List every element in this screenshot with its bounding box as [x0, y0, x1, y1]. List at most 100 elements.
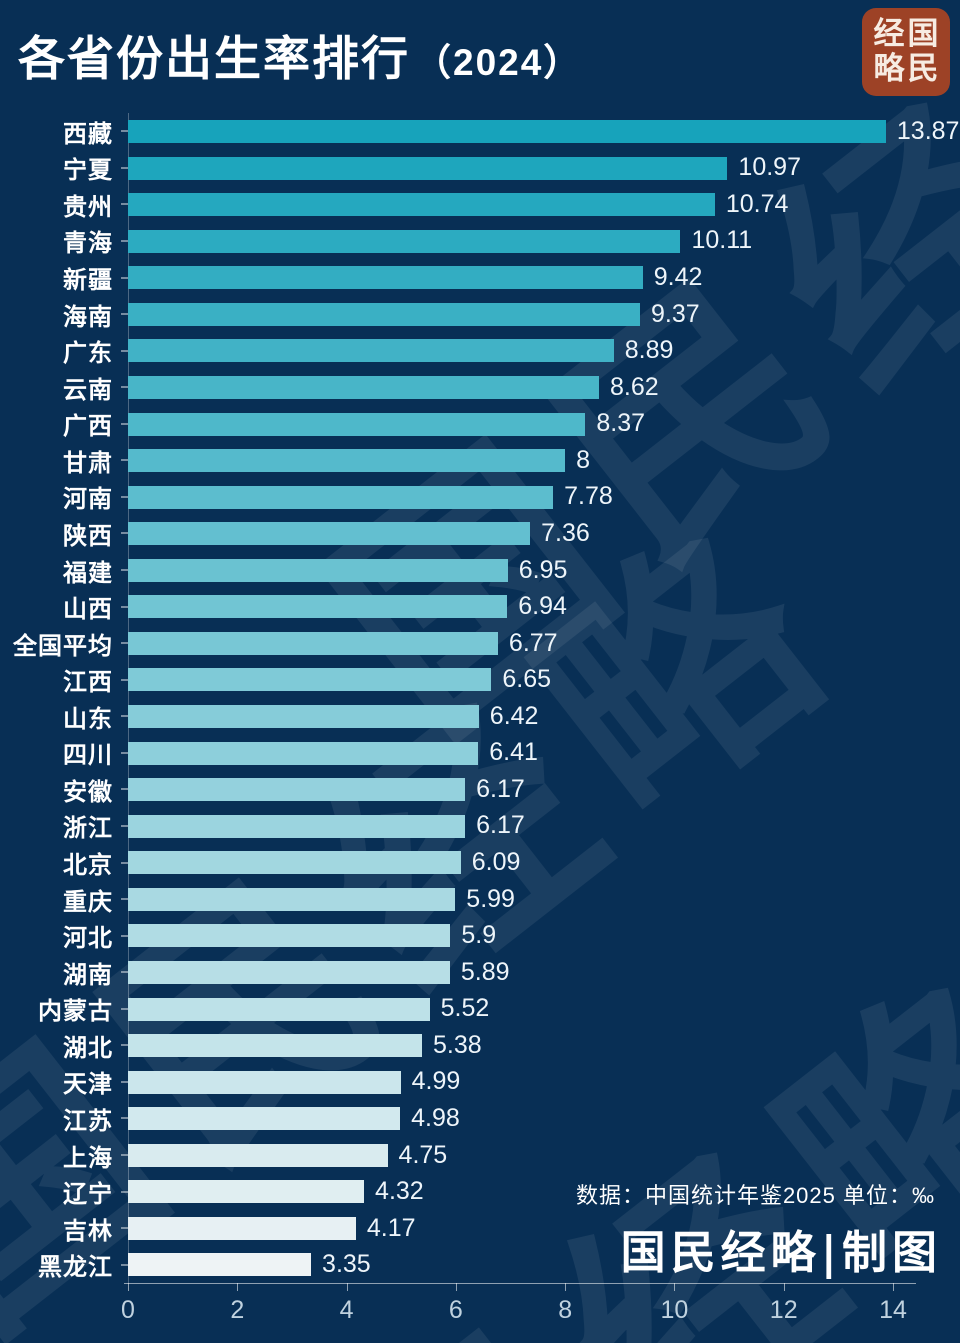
y-tick: [121, 386, 128, 389]
y-tick: [121, 422, 128, 425]
category-label: 江苏: [63, 1107, 113, 1135]
bar-row: 湖北 5.38: [0, 1027, 960, 1064]
bar-row: 湖南 5.89: [0, 954, 960, 991]
y-tick: [121, 532, 128, 535]
value-label: 4.17: [366, 1213, 416, 1242]
x-axis-tick: [674, 1283, 676, 1291]
brand-signature: 国民经略|制图: [620, 1226, 942, 1279]
x-axis-tick: [783, 1283, 785, 1291]
bar-row: 云南 8.62: [0, 369, 960, 406]
value-label: 3.35: [322, 1250, 371, 1279]
bar-row: 宁夏 10.97: [0, 150, 960, 187]
bar: [128, 156, 728, 180]
data-source-note: 数据：中国统计年鉴2025 单位：‰: [575, 1183, 935, 1208]
y-tick: [121, 1190, 128, 1193]
bar-row: 内蒙古 5.52: [0, 991, 960, 1028]
value-label: 13.87: [896, 116, 960, 145]
category-label: 福建: [63, 559, 113, 587]
category-label: 重庆: [63, 888, 113, 916]
value-label: 10.74: [725, 189, 789, 218]
y-tick: [121, 313, 128, 316]
bar-row: 全国平均 6.77: [0, 625, 960, 662]
bar: [128, 375, 600, 399]
bar: [128, 302, 640, 326]
value-label: 6.65: [502, 665, 552, 694]
y-tick: [121, 715, 128, 718]
value-label: 6.09: [471, 848, 521, 877]
bar: [128, 668, 492, 692]
bar-row: 贵州 10.74: [0, 186, 960, 223]
category-label: 宁夏: [63, 157, 113, 185]
bar-row: 西藏 13.87: [0, 113, 960, 150]
y-tick: [121, 934, 128, 937]
bar: [128, 1253, 312, 1277]
bar: [128, 120, 886, 143]
category-label: 贵州: [63, 193, 113, 221]
bar: [128, 960, 450, 984]
title-year: （2024）: [414, 42, 583, 83]
y-tick: [121, 1080, 128, 1083]
value-label: 6.17: [476, 774, 525, 803]
value-label: 6.77: [508, 628, 558, 657]
bar-row: 重庆 5.99: [0, 881, 960, 918]
y-tick: [121, 824, 128, 827]
bar: [128, 741, 479, 765]
bar: [128, 851, 461, 875]
y-tick: [121, 495, 128, 498]
y-tick: [121, 203, 128, 206]
y-tick: [121, 971, 128, 974]
value-label: 9.37: [651, 299, 700, 328]
x-axis-tick-label: 12: [769, 1296, 798, 1324]
bar: [128, 522, 531, 546]
y-tick: [121, 642, 128, 645]
category-label: 黑龙江: [38, 1254, 113, 1282]
y-tick: [121, 861, 128, 864]
bar: [128, 595, 508, 619]
bar: [128, 887, 456, 911]
category-label: 全国平均: [13, 632, 113, 660]
bar: [128, 1107, 401, 1131]
category-label: 上海: [63, 1144, 113, 1172]
value-label: 8: [576, 445, 591, 474]
x-axis-tick: [893, 1283, 894, 1291]
bar-row: 广东 8.89: [0, 332, 960, 369]
logo-char: 国: [907, 16, 939, 52]
bar: [128, 631, 498, 655]
bar: [128, 412, 586, 436]
category-label: 河南: [63, 486, 113, 514]
bar-row: 新疆 9.42: [0, 259, 960, 296]
category-label: 辽宁: [63, 1181, 113, 1209]
category-label: 新疆: [63, 267, 113, 295]
y-tick: [121, 1117, 128, 1120]
bar: [128, 1180, 365, 1204]
category-label: 湖北: [63, 1034, 113, 1062]
bar-row: 河北 5.9: [0, 917, 960, 954]
y-tick: [121, 1044, 128, 1047]
bar: [128, 1034, 422, 1058]
bar: [128, 924, 451, 948]
bar-row: 上海 4.75: [0, 1137, 960, 1174]
category-label: 甘肃: [63, 449, 113, 477]
category-label: 内蒙古: [38, 998, 113, 1026]
x-axis-tick-label: 8: [558, 1296, 573, 1324]
value-label: 10.97: [738, 153, 801, 182]
bar-row: 江苏 4.98: [0, 1100, 960, 1137]
value-label: 8.62: [610, 372, 659, 401]
bar-row: 甘肃 8: [0, 442, 960, 479]
category-label: 吉林: [63, 1217, 113, 1245]
value-label: 7.36: [541, 518, 590, 547]
bar: [128, 705, 479, 728]
bar-row: 江西 6.65: [0, 661, 960, 698]
bar: [128, 339, 614, 363]
y-tick: [121, 1227, 128, 1230]
bar: [128, 778, 466, 802]
x-axis-tick-label: 0: [121, 1296, 135, 1324]
bar: [128, 229, 681, 253]
x-axis-tick: [237, 1283, 239, 1291]
value-label: 6.17: [476, 811, 525, 840]
category-label: 广西: [63, 413, 113, 441]
brand-logo: 经 国 略 民: [862, 8, 950, 96]
value-label: 8.89: [624, 336, 674, 365]
logo-char: 经: [873, 16, 905, 52]
